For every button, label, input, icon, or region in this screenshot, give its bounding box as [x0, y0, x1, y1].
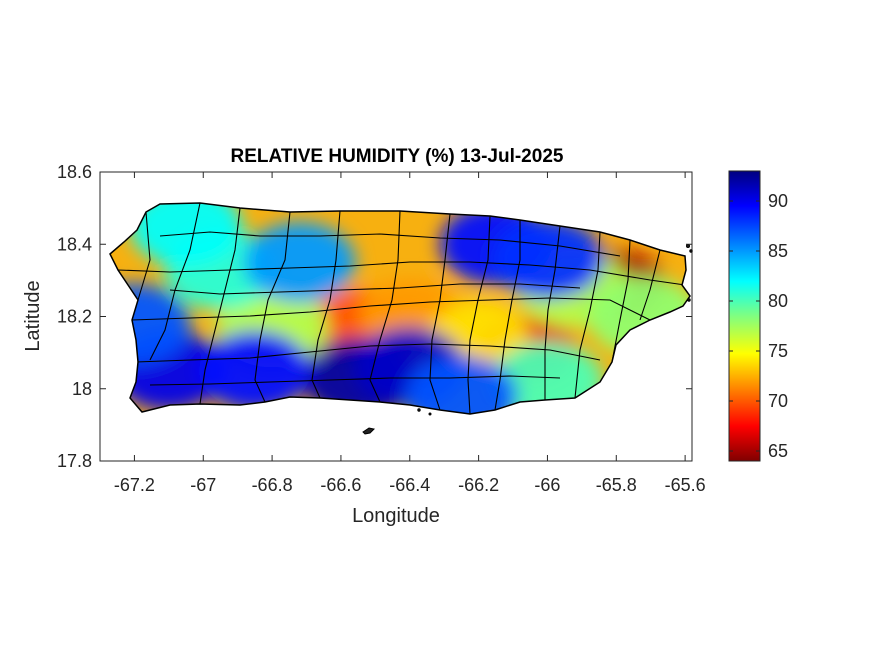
- islet: [687, 298, 691, 302]
- municipality-border: [159, 231, 621, 257]
- municipality-border: [369, 210, 401, 403]
- y-tick-label: 18.6: [57, 162, 92, 182]
- colorbar-tick-label: 80: [768, 291, 788, 311]
- humidity-field: [110, 203, 690, 414]
- x-tick-label: -66.4: [389, 475, 430, 495]
- colorbar: [728, 170, 761, 462]
- islet: [417, 408, 421, 412]
- municipality-border: [135, 343, 601, 363]
- municipality-border: [429, 213, 451, 411]
- y-axis-label: Latitude: [22, 280, 44, 351]
- y-tick-label: 18.2: [57, 307, 92, 327]
- municipality-border: [544, 225, 561, 400]
- municipality-border: [137, 211, 151, 301]
- x-tick-label: -66: [534, 475, 560, 495]
- municipality-border: [311, 210, 341, 399]
- municipality-border: [117, 261, 686, 286]
- x-tick-label: -66.2: [458, 475, 499, 495]
- x-tick-label: -65.8: [596, 475, 637, 495]
- municipality-border: [254, 211, 291, 403]
- x-tick-label: -66.8: [252, 475, 293, 495]
- municipality-border: [574, 231, 601, 399]
- small-islands: [362, 244, 693, 435]
- municipality-border: [131, 297, 651, 321]
- humidity-cell: [405, 355, 518, 414]
- humidity-cell: [491, 218, 604, 299]
- x-tick-label: -67: [190, 475, 216, 495]
- colorbar-ticks: 65 70 75 80 85 90: [729, 191, 788, 461]
- humidity-cell: [130, 203, 243, 267]
- caja-de-muertos-island: [362, 427, 376, 435]
- municipality-border: [639, 249, 661, 321]
- colorbar-tick-label: 65: [768, 441, 788, 461]
- x-axis: -67.2 -67 -66.8 -66.6 -66.4 -66.2 -66 -65.8 -65.…: [114, 172, 706, 495]
- x-tick-label: -66.6: [320, 475, 361, 495]
- y-tick-label: 18.4: [57, 234, 92, 254]
- colorbar-tick-label: 85: [768, 241, 788, 261]
- municipality-border: [199, 207, 241, 405]
- islet: [428, 412, 432, 416]
- chart-title: RELATIVE HUMIDITY (%) 13-Jul-2025: [231, 146, 564, 167]
- municipality-border: [494, 220, 521, 411]
- municipality-border: [611, 239, 631, 363]
- humidity-cell: [243, 222, 356, 303]
- colorbar-tick-label: 90: [768, 191, 788, 211]
- x-tick-label: -67.2: [114, 475, 155, 495]
- x-axis-label: Longitude: [352, 505, 440, 527]
- municipality-boundaries: [117, 203, 686, 414]
- colorbar-tick-label: 70: [768, 391, 788, 411]
- colorbar-tick-label: 75: [768, 341, 788, 361]
- municipality-border: [149, 375, 561, 386]
- y-tick-label: 18: [72, 379, 92, 399]
- islet: [689, 249, 693, 253]
- islet: [686, 244, 690, 248]
- y-axis: 17.8 18 18.2 18.4 18.6: [57, 162, 692, 471]
- humidity-cell: [198, 330, 311, 411]
- municipality-border: [467, 215, 491, 414]
- y-tick-label: 17.8: [57, 451, 92, 471]
- municipality-border: [169, 283, 581, 295]
- humidity-cell: [110, 283, 191, 364]
- x-tick-label: -65.6: [665, 475, 706, 495]
